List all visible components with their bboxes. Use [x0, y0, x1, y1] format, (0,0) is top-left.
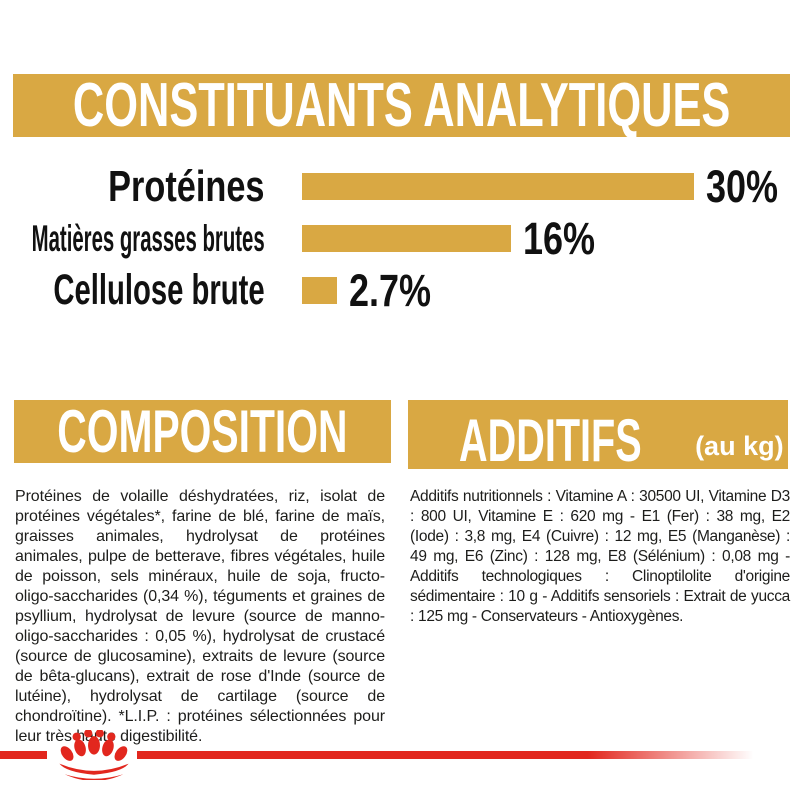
composition-text: Protéines de volaille déshydratées, riz,… — [15, 488, 385, 745]
composition-banner: COMPOSITION — [14, 398, 391, 465]
bar-label-cellulose: Cellulose brute — [53, 266, 265, 314]
bar-cellulose — [302, 277, 338, 304]
analytical-constituents-title: CONSTITUANTS ANALYTIQUES — [72, 71, 731, 140]
bar-value-matieres-grasses: 16% — [523, 212, 596, 264]
bar-value-cellulose: 2.7% — [349, 264, 432, 316]
footer-rule-right — [137, 751, 800, 759]
additives-text: Additifs nutritionnels : Vitamine A : 30… — [410, 487, 790, 625]
additives-heading: ADDITIFS — [459, 407, 643, 474]
bar-label-proteines: Protéines — [108, 161, 265, 211]
additives-banner: ADDITIFS (au kg) — [408, 400, 788, 474]
bar-matieres-grasses — [302, 225, 512, 252]
bar-value-proteines: 30% — [706, 160, 779, 212]
bar-proteines — [302, 173, 694, 200]
bar-label-matieres-grasses: Matières grasses brutes — [31, 217, 265, 259]
analytical-constituents-banner: CONSTITUANTS ANALYTIQUES — [13, 71, 790, 140]
composition-heading: COMPOSITION — [57, 398, 348, 465]
royal-canin-crown-logo-icon — [59, 730, 129, 780]
footer-rule-left — [0, 751, 47, 759]
additives-heading-suffix: (au kg) — [695, 431, 784, 461]
